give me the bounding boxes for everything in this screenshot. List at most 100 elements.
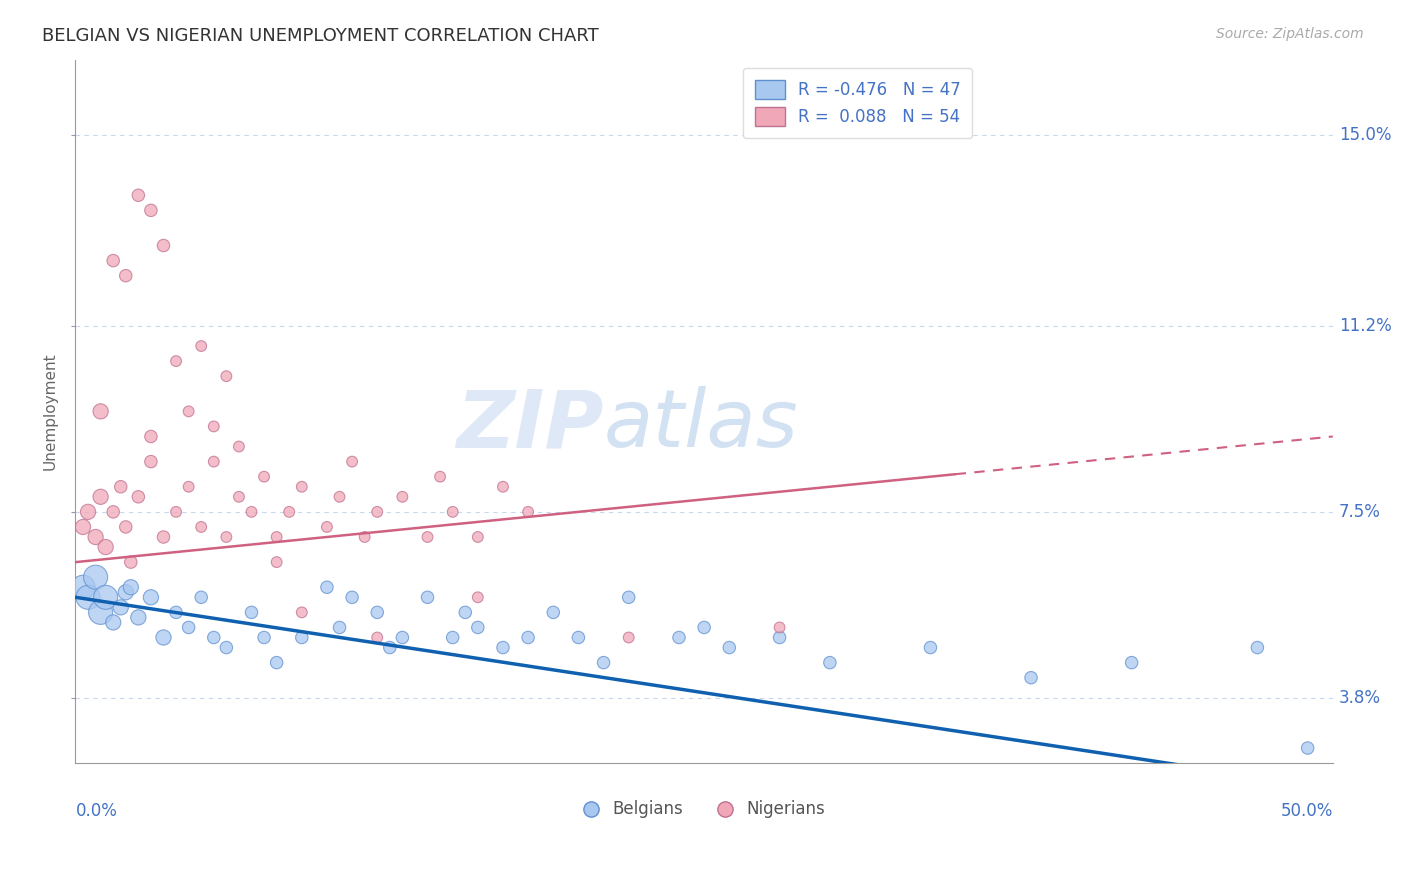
Point [190, 591, 212, 605]
Point [768, 620, 790, 634]
Point [120, 580, 142, 594]
Point [240, 606, 263, 620]
Point [441, 505, 464, 519]
Point [253, 469, 276, 483]
Point [177, 480, 200, 494]
Point [127, 188, 149, 202]
Point [416, 591, 439, 605]
Text: Source: ZipAtlas.com: Source: ZipAtlas.com [1216, 27, 1364, 41]
Point [492, 640, 515, 655]
Point [202, 419, 225, 434]
Point [152, 530, 174, 544]
Point [1019, 671, 1042, 685]
Point [1296, 741, 1319, 756]
Point [693, 620, 716, 634]
Point [291, 606, 314, 620]
Point [920, 640, 942, 655]
Point [84, 530, 107, 544]
Point [77, 591, 100, 605]
Point [202, 455, 225, 469]
Point [316, 520, 339, 534]
Point [90, 606, 112, 620]
Point [114, 585, 136, 599]
Point [1121, 656, 1143, 670]
Point [84, 570, 107, 584]
Point [441, 631, 464, 645]
Point [617, 631, 640, 645]
Legend: Belgians, Nigerians: Belgians, Nigerians [576, 794, 832, 825]
Point [253, 631, 276, 645]
Point [72, 520, 94, 534]
Text: atlas: atlas [603, 386, 799, 465]
Text: 0.0%: 0.0% [76, 802, 117, 820]
Point [165, 354, 187, 368]
Point [103, 253, 125, 268]
Point [492, 480, 515, 494]
Point [139, 591, 162, 605]
Point [517, 631, 540, 645]
Point [228, 440, 250, 454]
Point [165, 606, 187, 620]
Point [291, 480, 314, 494]
Point [1246, 640, 1268, 655]
Point [139, 203, 162, 218]
Point [291, 631, 314, 645]
Point [316, 580, 339, 594]
Point [94, 591, 117, 605]
Point [567, 631, 589, 645]
Point [378, 640, 401, 655]
Point [592, 656, 614, 670]
Point [391, 490, 413, 504]
Point [366, 606, 388, 620]
Point [617, 591, 640, 605]
Point [818, 656, 841, 670]
Point [90, 490, 112, 504]
Point [202, 631, 225, 645]
Point [177, 404, 200, 418]
Text: 11.2%: 11.2% [1339, 317, 1392, 334]
Point [416, 530, 439, 544]
Point [177, 620, 200, 634]
Text: BELGIAN VS NIGERIAN UNEMPLOYMENT CORRELATION CHART: BELGIAN VS NIGERIAN UNEMPLOYMENT CORRELA… [42, 27, 599, 45]
Point [139, 429, 162, 443]
Point [517, 505, 540, 519]
Point [77, 505, 100, 519]
Point [120, 555, 142, 569]
Text: 7.5%: 7.5% [1339, 503, 1381, 521]
Point [165, 505, 187, 519]
Point [668, 631, 690, 645]
Point [366, 505, 388, 519]
Point [103, 505, 125, 519]
Point [278, 505, 301, 519]
Point [328, 620, 350, 634]
Point [240, 505, 263, 519]
Text: 50.0%: 50.0% [1281, 802, 1333, 820]
Point [543, 606, 565, 620]
Text: 15.0%: 15.0% [1339, 126, 1392, 144]
Point [139, 455, 162, 469]
Point [353, 530, 375, 544]
Point [266, 656, 288, 670]
Point [103, 615, 125, 630]
Point [340, 591, 363, 605]
Point [152, 238, 174, 252]
Point [114, 268, 136, 283]
Point [110, 480, 132, 494]
Point [90, 404, 112, 418]
Point [429, 469, 451, 483]
Point [215, 530, 238, 544]
Point [266, 555, 288, 569]
Point [94, 540, 117, 554]
Point [127, 490, 149, 504]
Point [72, 580, 94, 594]
Y-axis label: Unemployment: Unemployment [44, 352, 58, 470]
Point [391, 631, 413, 645]
Point [114, 520, 136, 534]
Point [215, 369, 238, 384]
Point [328, 490, 350, 504]
Text: ZIP: ZIP [456, 386, 603, 465]
Point [215, 640, 238, 655]
Point [467, 620, 489, 634]
Point [467, 530, 489, 544]
Point [127, 610, 149, 624]
